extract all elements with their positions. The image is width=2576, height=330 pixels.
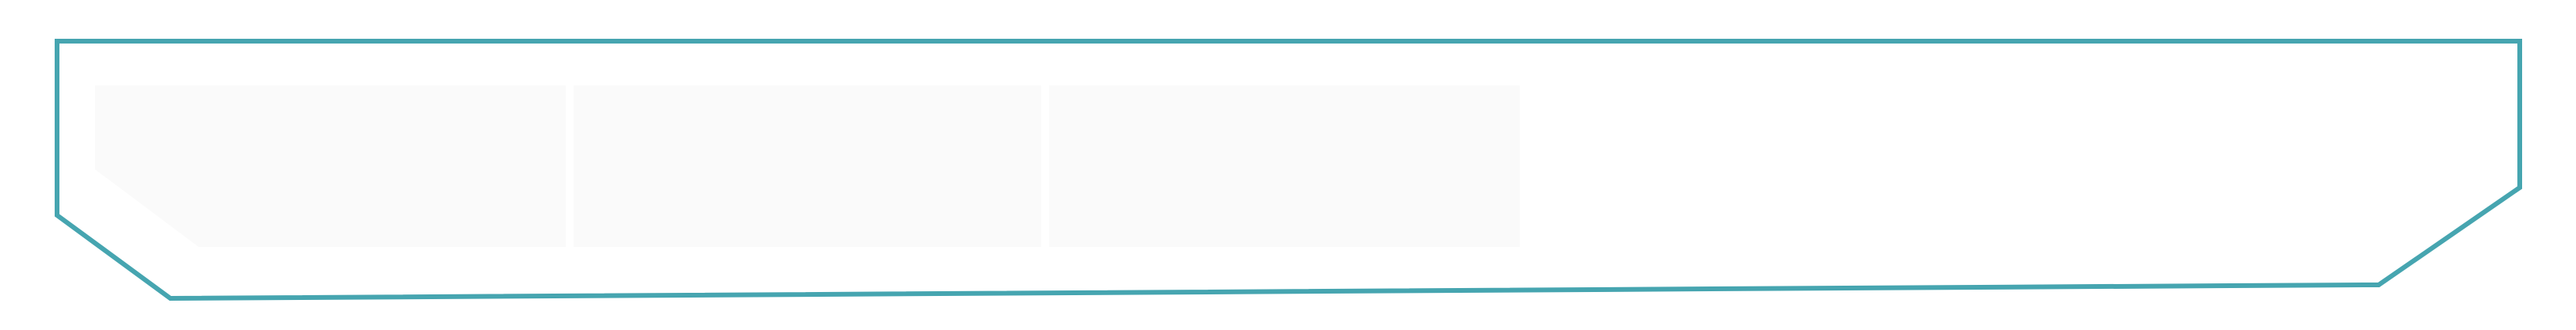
placeholder-panel-3 bbox=[1049, 85, 1520, 247]
placeholder-panel-2 bbox=[574, 85, 1041, 247]
frame-outline bbox=[55, 39, 2522, 302]
placeholder-panel-1 bbox=[95, 85, 566, 247]
